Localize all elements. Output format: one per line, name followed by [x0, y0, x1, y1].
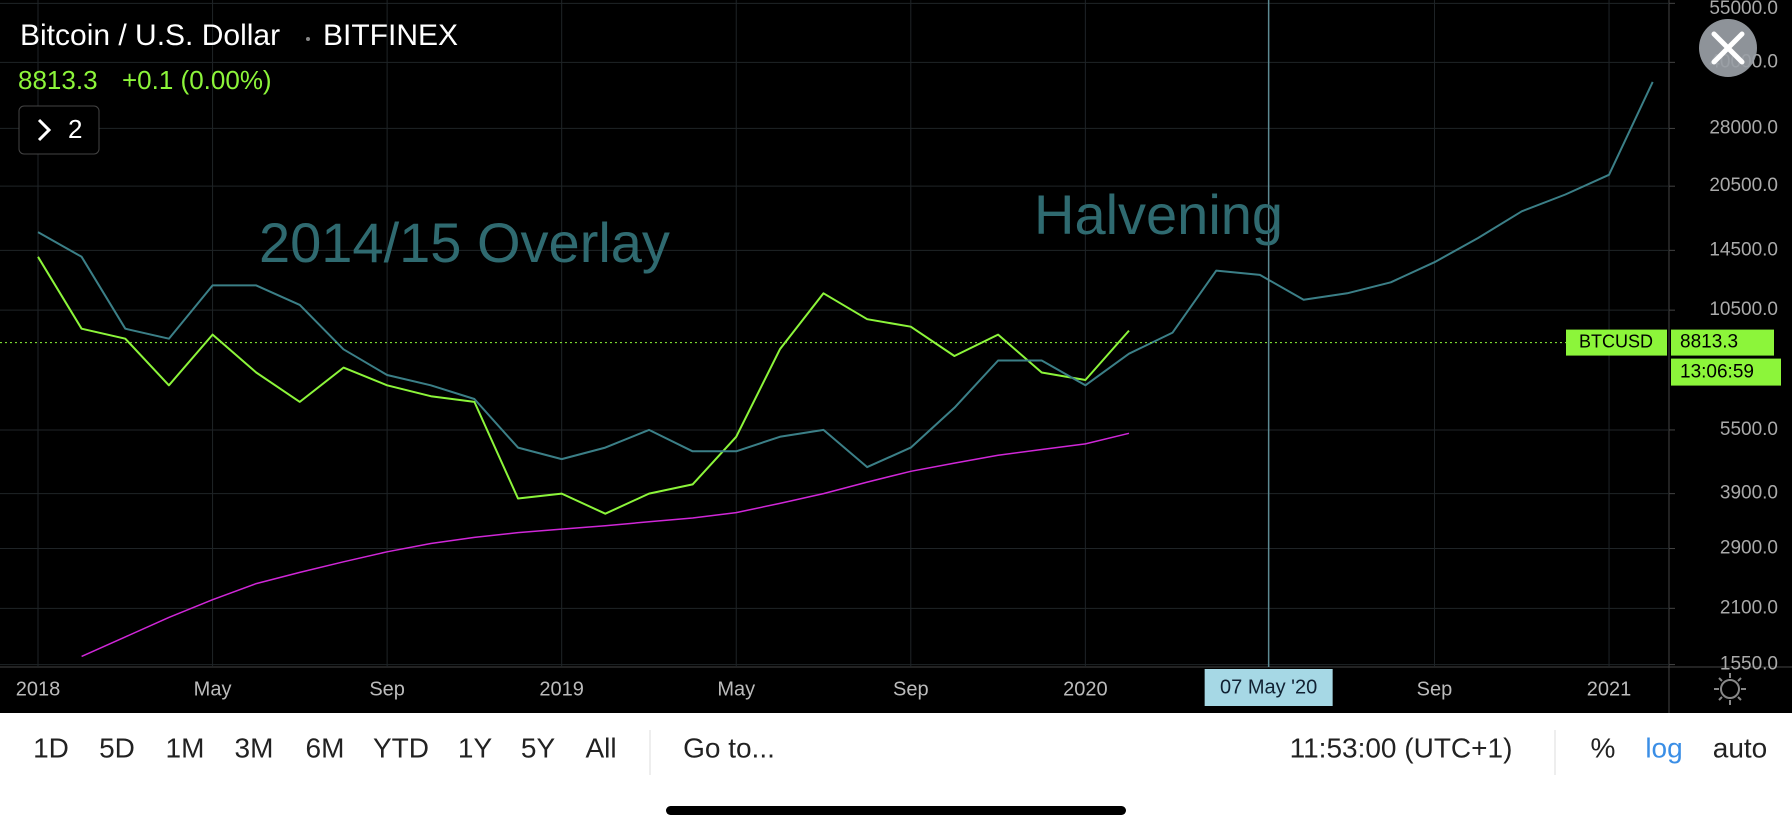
series-line — [81, 432, 1130, 658]
chart-background — [0, 0, 1792, 713]
toggle-box[interactable] — [18, 105, 100, 155]
indicator-toggle[interactable]: 2 — [18, 105, 100, 155]
countdown-tag — [1671, 358, 1781, 386]
settings-icon[interactable] — [1714, 673, 1746, 705]
x-tick-label: 2018 — [16, 678, 61, 700]
range-button[interactable]: 5D — [99, 732, 135, 763]
sun-icon[interactable] — [1720, 679, 1740, 699]
x-tick-label: 2021 — [1587, 678, 1632, 700]
goto-button[interactable]: Go to... — [683, 732, 775, 763]
crosshair-label-box — [1204, 669, 1333, 706]
header-price: 8813.3 — [18, 65, 98, 95]
symbol-title: Bitcoin / U.S. Dollar — [20, 19, 280, 52]
header-change: +0.1 (0.00%) — [122, 65, 272, 95]
y-tick-label: 2900.0 — [1720, 538, 1778, 559]
y-tick-label: 55000.0 — [1709, 0, 1778, 19]
close-x — [1711, 31, 1745, 65]
range-button[interactable]: 6M — [306, 732, 345, 763]
range-button[interactable]: 1Y — [458, 732, 493, 763]
range-button[interactable]: All — [585, 732, 616, 763]
price-tag-label: 8813.3 — [1680, 332, 1738, 353]
annotation: Halvening — [1034, 183, 1283, 246]
scale-option[interactable]: % — [1591, 732, 1616, 763]
separator-dot — [306, 37, 310, 41]
y-tick-label: 20500.0 — [1709, 175, 1778, 196]
x-tick-label: Sep — [1417, 678, 1453, 700]
price-tag — [1671, 329, 1774, 356]
close-button[interactable] — [1699, 19, 1757, 77]
x-tick-label: May — [194, 678, 232, 700]
range-button[interactable]: 3M — [235, 732, 274, 763]
y-tick-label: 28000.0 — [1709, 117, 1778, 138]
countdown-label: 13:06:59 — [1680, 362, 1754, 383]
symbol-tag — [1566, 329, 1667, 356]
sun-rays — [1714, 673, 1746, 705]
x-tick-label: 2019 — [539, 678, 584, 700]
series-line — [37, 256, 1130, 515]
y-tick-label: 10500.0 — [1709, 299, 1778, 320]
x-tick-label: Sep — [369, 678, 405, 700]
exchange: BITFINEX — [323, 19, 458, 52]
chevron-icon — [37, 118, 52, 142]
y-tick-label: 5500.0 — [1720, 419, 1778, 440]
timezone-clock[interactable]: 11:53:00 (UTC+1) — [1290, 732, 1513, 763]
home-indicator — [666, 806, 1126, 815]
range-button[interactable]: 1M — [166, 732, 205, 763]
toggle-count[interactable]: 2 — [68, 114, 82, 144]
x-tick-label: 2020 — [1063, 678, 1108, 700]
range-button[interactable]: 1D — [33, 732, 69, 763]
overlay-annotation: 2014/15 Overlay — [259, 211, 670, 274]
scale-option[interactable]: log — [1645, 732, 1682, 763]
y-tick-label: 1550.0 — [1720, 654, 1778, 675]
range-button[interactable]: YTD — [373, 732, 429, 763]
y-tick-label: 3900.0 — [1720, 483, 1778, 504]
x-tick-label: May — [717, 678, 755, 700]
scale-option[interactable]: auto — [1713, 732, 1768, 763]
range-button[interactable]: 5Y — [521, 732, 556, 763]
crosshair-label: 07 May '20 — [1220, 676, 1317, 698]
y-tick-label: 14500.0 — [1709, 239, 1778, 260]
y-tick-label: 2100.0 — [1720, 597, 1778, 618]
x-tick-label: Sep — [893, 678, 929, 700]
series-line — [37, 81, 1654, 469]
symbol-tag-label: BTCUSD — [1579, 331, 1653, 351]
